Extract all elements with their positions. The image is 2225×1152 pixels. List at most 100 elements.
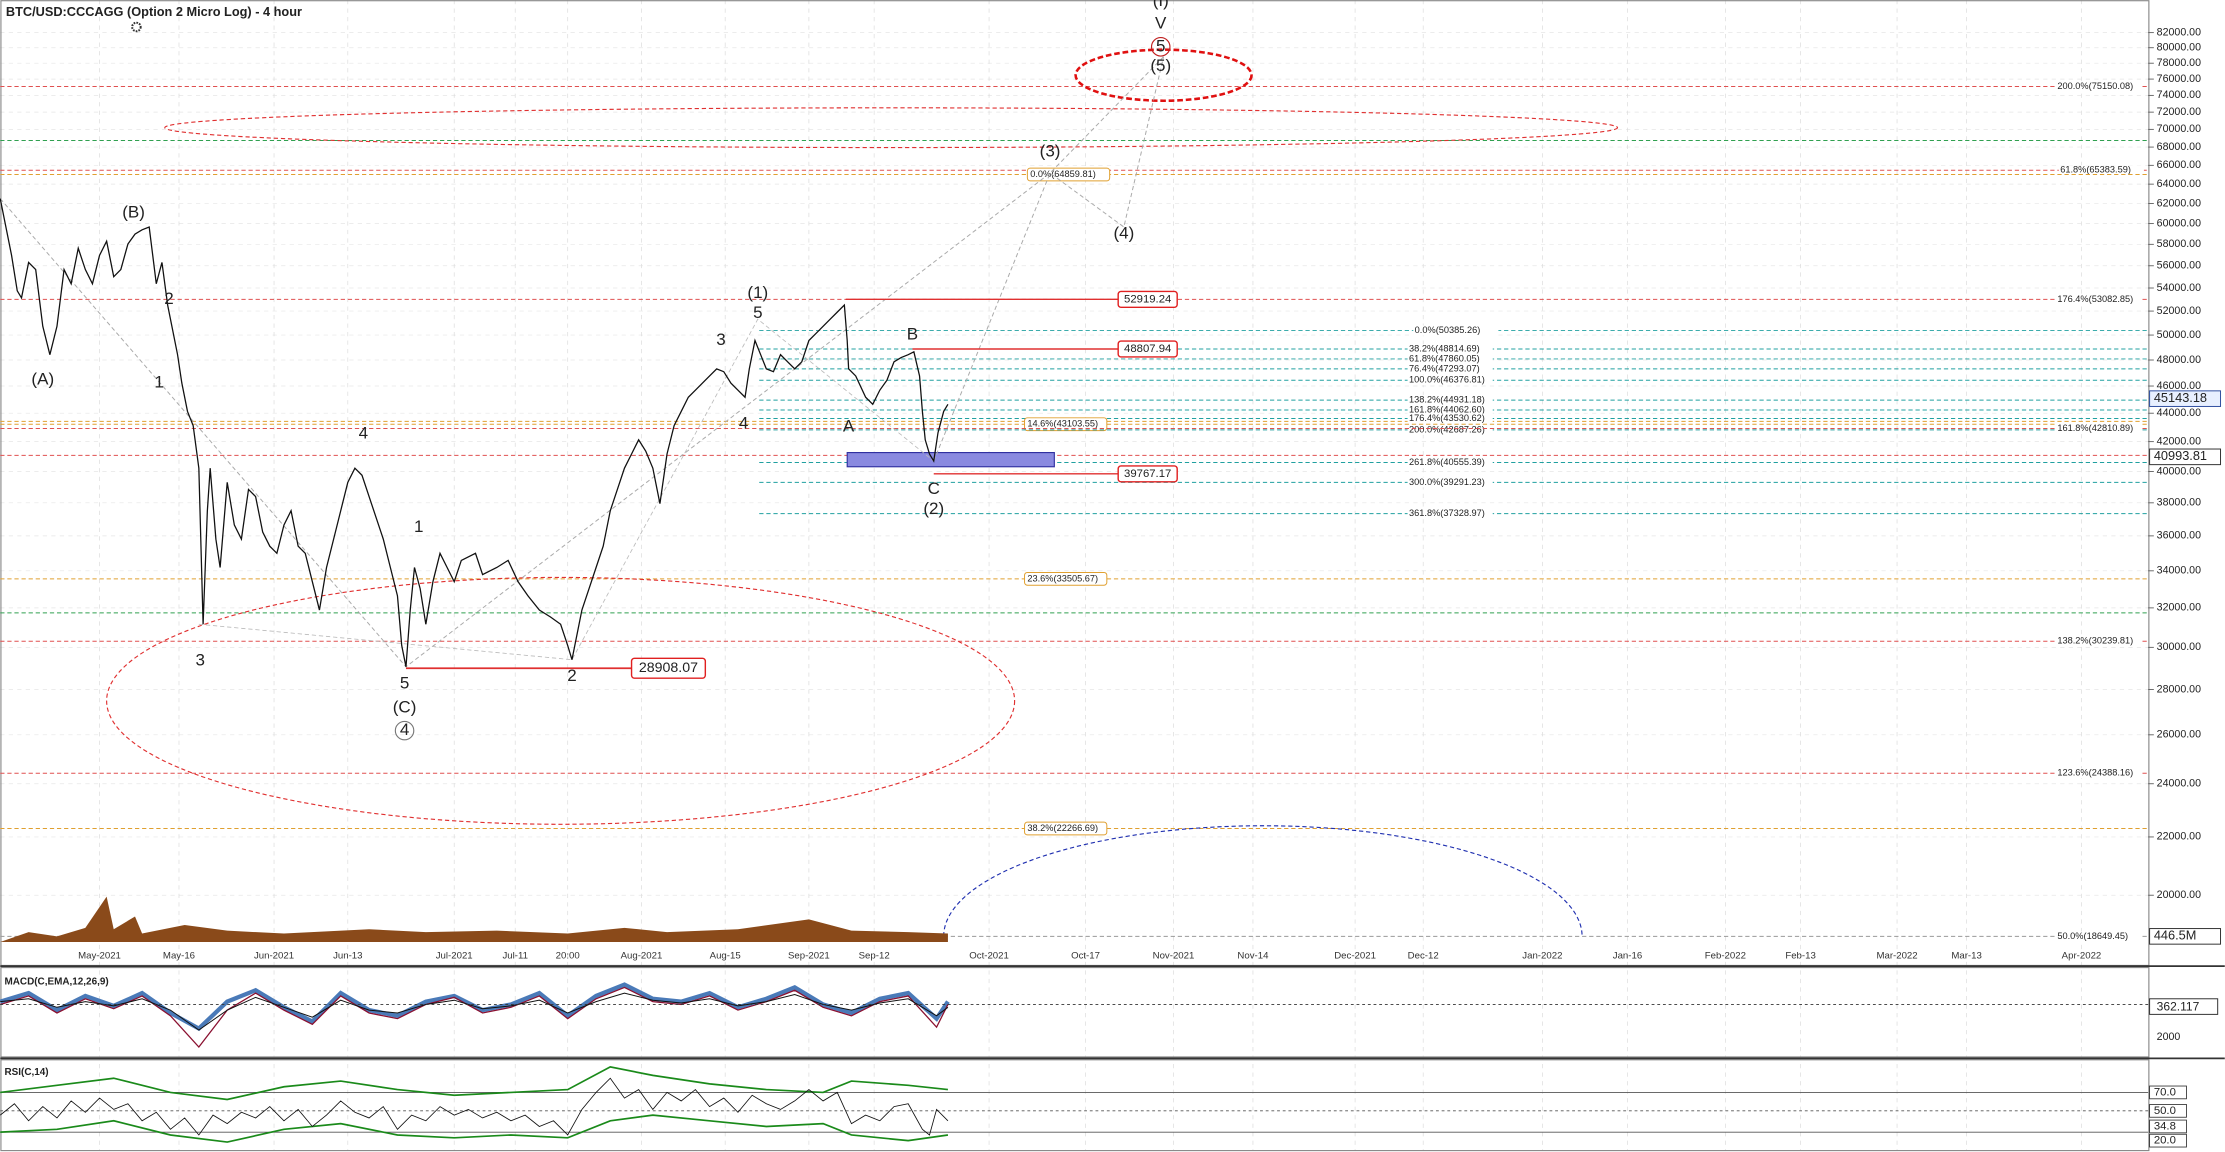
y-tick-label: 30000.00 — [2157, 641, 2201, 653]
price-tag-box — [1117, 290, 1178, 309]
price-line — [0, 198, 949, 667]
fib-label: 161.8%(42810.89) — [2057, 423, 2133, 433]
wave-label: (B) — [122, 202, 145, 221]
x-tick-label: Jun-2021 — [254, 951, 294, 962]
fib-bg — [2055, 636, 2142, 647]
macd-panel — [0, 966, 2150, 1058]
macd-tag: 2000 — [2157, 1031, 2181, 1043]
fib-label: 161.8%(44062.60) — [1409, 404, 1485, 414]
fib-bg — [1407, 508, 1493, 519]
price-tag: 52919.24 — [1124, 293, 1171, 305]
macd-title: MACD(C,EMA,12,26,9) — [4, 976, 108, 987]
wave-label: 1 — [414, 517, 423, 536]
fib-label: 261.8%(40555.39) — [1409, 457, 1485, 467]
fib-bg — [1407, 344, 1493, 354]
wave-label: 2 — [567, 666, 576, 685]
macd-line — [0, 986, 949, 1049]
wave-label: 4 — [739, 414, 748, 433]
x-tick-label: Mar-13 — [1951, 951, 1982, 962]
y-tick-label: 82000.00 — [2157, 26, 2201, 38]
wave-label: (1) — [747, 283, 768, 302]
axis-tag-box — [2149, 1085, 2187, 1100]
x-tick-label: Jul-11 — [502, 951, 528, 962]
axis-tag: 40993.81 — [2154, 448, 2207, 463]
wave-label: 3 — [196, 651, 205, 670]
wave-label: B — [907, 324, 918, 343]
price-tag-box — [1117, 340, 1178, 358]
axis-tag-box — [2149, 448, 2222, 466]
x-tick-label: Jul-2021 — [436, 951, 473, 962]
rsi-panel — [0, 1059, 2150, 1152]
y-tick-label: 68000.00 — [2157, 141, 2201, 153]
y-tick-label: 20000.00 — [2157, 889, 2201, 901]
y-tick-label: 42000.00 — [2157, 435, 2201, 447]
fib-bg — [1407, 375, 1493, 386]
fib-label: 38.2%(48814.69) — [1409, 343, 1480, 353]
x-tick-label: Sep-2021 — [788, 951, 830, 962]
y-tick-label: 38000.00 — [2157, 497, 2201, 509]
wave-label: 2 — [164, 289, 173, 308]
rsi-band-upper — [0, 1065, 949, 1101]
wave-circle — [394, 720, 415, 741]
x-tick-label: May-2021 — [78, 951, 121, 962]
y-tick-label: 74000.00 — [2157, 89, 2201, 101]
macd-signal — [0, 992, 949, 1031]
fib-bg — [2055, 294, 2142, 305]
fib-label: 38.2%(22266.69) — [1027, 823, 1098, 833]
axis-tag-box — [2149, 998, 2219, 1015]
wave-label: (C) — [393, 697, 417, 716]
fib-label: 176.4%(53082.85) — [2057, 294, 2133, 304]
wave-circle — [1150, 37, 1171, 57]
fib-label: 0.0%(50385.26) — [1415, 325, 1481, 335]
y-tick-label: 36000.00 — [2157, 530, 2201, 542]
wave-label: C — [928, 479, 940, 498]
rsi-band-lower — [0, 1114, 949, 1143]
wave-label: (2) — [923, 499, 944, 518]
fib-label: 14.6%(43103.55) — [1027, 419, 1098, 429]
x-tick-label: Oct-2021 — [969, 951, 1009, 962]
y-tick-label: 56000.00 — [2157, 260, 2201, 272]
wave-label: 5 — [753, 303, 762, 322]
fib-bg — [2055, 768, 2142, 779]
rsi-tag: 20.0 — [2154, 1135, 2176, 1147]
macd-tag: 362.117 — [2157, 999, 2200, 1013]
axis-tag-box — [2149, 1104, 2187, 1118]
y-tick-label: 54000.00 — [2157, 282, 2201, 294]
y-tick-label: 50000.00 — [2157, 329, 2201, 341]
fib-label: 300.0%(39291.23) — [1409, 477, 1485, 487]
x-tick-label: Aug-15 — [710, 951, 741, 962]
y-tick-label: 52000.00 — [2157, 305, 2201, 317]
settings-icon[interactable] — [131, 21, 142, 33]
fib-box — [1024, 417, 1108, 432]
y-tick-label: 34000.00 — [2157, 565, 2201, 577]
y-tick-label: 80000.00 — [2157, 42, 2201, 54]
wave-label: (A) — [31, 370, 54, 389]
axis-tag: 446.5M — [2154, 928, 2197, 943]
x-tick-label: Feb-13 — [1785, 951, 1816, 962]
rsi-title: RSI(C,14) — [4, 1067, 48, 1078]
x-tick-label: Feb-2022 — [1705, 951, 1746, 962]
wave-label: 4 — [359, 424, 368, 443]
rsi-tag: 70.0 — [2154, 1086, 2176, 1098]
y-tick-label: 44000.00 — [2157, 407, 2201, 419]
fib-label: 50.0%(18649.45) — [2057, 931, 2128, 941]
bottom-ellipse — [106, 576, 1016, 825]
projection-line — [0, 56, 1164, 668]
fib-label: 200.0%(75150.08) — [2057, 81, 2133, 91]
fib-bg — [2055, 931, 2142, 942]
x-tick-label: 20:00 — [556, 951, 580, 962]
x-tick-label: Mar-2022 — [1876, 951, 1917, 962]
fib-label: 61.8%(47860.05) — [1409, 353, 1480, 363]
x-tick-label: Dec-12 — [1408, 951, 1439, 962]
wave-label: 5 — [1156, 36, 1165, 55]
fib-bg — [1413, 325, 1499, 336]
y-tick-label: 32000.00 — [2157, 602, 2201, 614]
fib-bg — [2055, 423, 2142, 434]
x-tick-label: Jan-2022 — [1522, 951, 1562, 962]
chart-title: BTC/USD:CCCAGG (Option 2 Micro Log) - 4 … — [6, 4, 302, 19]
fib-bg — [2058, 165, 2144, 176]
wave-label: 5 — [400, 673, 409, 692]
wave-label: 3 — [716, 330, 725, 349]
